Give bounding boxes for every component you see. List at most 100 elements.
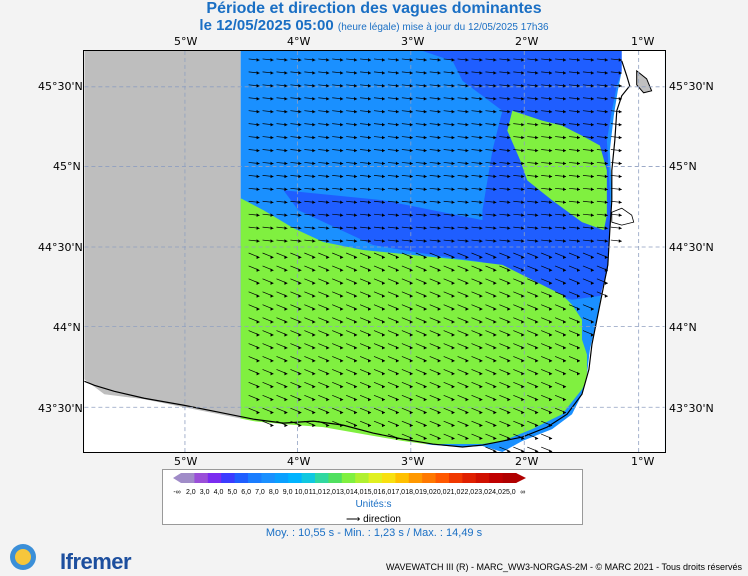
no-data-area xyxy=(84,51,241,452)
direction-arrow-head xyxy=(395,423,399,428)
direction-arrow-head xyxy=(479,436,483,441)
direction-arrow-head xyxy=(535,187,539,192)
direction-arrow-head xyxy=(618,71,622,75)
direction-arrow-head xyxy=(465,200,469,204)
lon-label-top-5w: 5°W xyxy=(174,35,198,48)
direction-arrow-head xyxy=(576,174,580,179)
direction-arrow-head xyxy=(423,384,427,389)
direction-arrow-head xyxy=(451,294,455,298)
direction-arrow-head xyxy=(563,333,567,337)
direction-arrow-head xyxy=(576,200,580,204)
colorbar-swatch xyxy=(341,473,356,483)
direction-arrow-head xyxy=(549,449,553,452)
direction-arrow-head xyxy=(312,96,316,101)
direction-arrow-head xyxy=(354,213,358,217)
direction-arrow-head xyxy=(563,384,567,389)
direction-arrow-head xyxy=(298,307,302,311)
direction-arrow-head xyxy=(451,281,455,285)
arrow-icon: ⟶ xyxy=(346,514,361,525)
direction-arrow-head xyxy=(354,294,358,298)
direction-arrow-head xyxy=(437,96,441,101)
direction-arrow-head xyxy=(326,187,330,192)
direction-arrow-head xyxy=(604,122,608,127)
direction-arrow-head xyxy=(549,58,553,62)
colorbar-swatch xyxy=(274,473,289,483)
direction-arrow-head xyxy=(451,135,455,140)
direction-arrow-head xyxy=(354,96,358,101)
direction-arrow-head xyxy=(451,148,455,153)
direction-arrow-head xyxy=(521,384,525,389)
direction-arrow-head xyxy=(284,213,288,217)
direction-arrow-head xyxy=(604,174,608,179)
direction-arrow-head xyxy=(437,135,441,140)
direction-arrow-head xyxy=(256,58,260,62)
direction-arrow-head xyxy=(312,187,316,192)
colorbar-tick-label: 4,0 xyxy=(214,489,224,496)
colorbar-swatch xyxy=(301,473,316,483)
direction-arrow-head xyxy=(395,161,399,166)
direction-arrow-head xyxy=(576,281,580,285)
direction-arrow-head xyxy=(535,436,539,441)
direction-arrow-head xyxy=(395,96,399,101)
direction-arrow-head xyxy=(423,58,427,62)
island xyxy=(636,69,653,94)
direction-arrow-head xyxy=(298,58,302,62)
direction-arrow-head xyxy=(563,161,567,166)
direction-arrow-head xyxy=(340,187,344,192)
direction-arrow-head xyxy=(368,333,372,337)
direction-arrow-head xyxy=(326,213,330,217)
direction-arrow-head xyxy=(395,294,399,298)
direction-arrow-head xyxy=(381,96,385,101)
direction-arrow-head xyxy=(479,281,483,285)
direction-arrow-head xyxy=(340,358,344,363)
direction-arrow-head xyxy=(604,213,608,217)
direction-arrow-head xyxy=(493,239,497,243)
direction-arrow-head xyxy=(576,213,580,217)
direction-arrow-head xyxy=(270,397,274,402)
direction-arrow-head xyxy=(423,268,427,272)
direction-arrow-head xyxy=(535,255,539,259)
direction-arrow-head xyxy=(521,333,525,337)
direction-arrow-head xyxy=(326,200,330,204)
direction-arrow-head xyxy=(576,148,580,153)
direction-arrow-head xyxy=(479,423,483,428)
colorbar-swatch xyxy=(368,473,383,483)
direction-arrow-head xyxy=(423,109,427,114)
direction-arrow-head xyxy=(409,109,413,114)
direction-arrow-head xyxy=(507,213,511,217)
direction-arrow-head xyxy=(312,135,316,140)
direction-arrow-head xyxy=(423,239,427,243)
direction-arrow-head xyxy=(409,58,413,62)
direction-arrow-head xyxy=(368,148,372,153)
direction-arrow-head xyxy=(521,84,525,88)
direction-arrow-head xyxy=(576,96,580,101)
direction-arrow-head xyxy=(354,135,358,140)
direction-arrow-head xyxy=(395,371,399,376)
direction-arrow-head xyxy=(270,174,274,179)
direction-arrow-head xyxy=(409,122,413,127)
direction-arrow-head xyxy=(256,320,260,324)
direction-arrow-head xyxy=(465,436,469,441)
direction-arrow-head xyxy=(576,58,580,62)
direction-arrow-head xyxy=(326,239,330,243)
direction-arrow-head xyxy=(563,213,567,217)
direction-arrow-head xyxy=(535,307,539,311)
direction-arrow-head xyxy=(535,397,539,402)
direction-arrow-head xyxy=(479,71,483,75)
direction-arrow-head xyxy=(298,213,302,217)
direction-arrow-head xyxy=(368,135,372,140)
colorbar-tick-label: 20,0 xyxy=(433,489,447,496)
direction-arrow-head xyxy=(381,333,385,337)
direction-arrow-head xyxy=(298,96,302,101)
colorbar-swatch xyxy=(288,473,303,483)
direction-arrow-head xyxy=(381,122,385,127)
wave-map[interactable] xyxy=(83,50,666,453)
direction-arrow-head xyxy=(618,161,622,166)
colorbar-tick-label: 5,0 xyxy=(227,489,237,496)
direction-arrow-head xyxy=(270,135,274,140)
direction-arrow-head xyxy=(493,226,497,230)
direction-arrow-head xyxy=(368,307,372,311)
direction-arrow-head xyxy=(465,333,469,337)
direction-arrow-head xyxy=(312,333,316,337)
lat-label-left-45: 45°N xyxy=(53,160,81,173)
